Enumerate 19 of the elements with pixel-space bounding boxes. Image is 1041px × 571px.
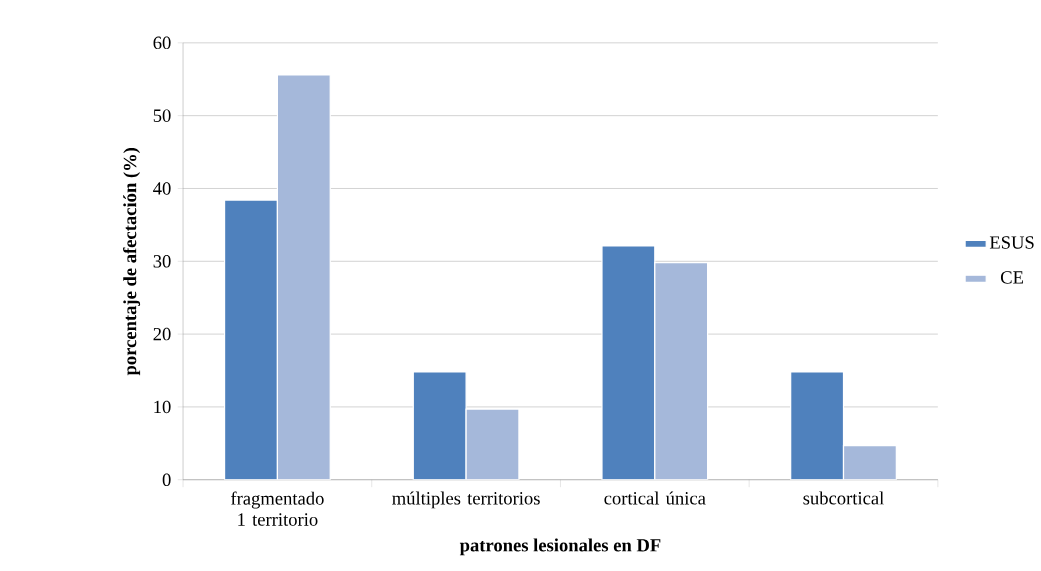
x-tick-label: fragmentado 1 territorio <box>230 491 324 526</box>
y-tick-label: 60 <box>153 36 171 50</box>
bar <box>842 445 897 480</box>
bar <box>654 262 709 480</box>
bar <box>465 408 520 480</box>
x-axis-title: patrones lesionales en DF <box>459 538 661 556</box>
y-tick-label: 20 <box>153 327 171 341</box>
legend-label: ESUS <box>989 236 1034 249</box>
x-tick-label: subcortical <box>803 491 884 505</box>
bar <box>276 74 331 480</box>
x-tick-label: múltiples territorios <box>392 491 540 509</box>
y-tick-label: 50 <box>153 109 171 123</box>
y-axis-title: porcentaje de afectación (%) <box>123 148 141 376</box>
y-tick-label: 0 <box>162 473 171 487</box>
y-tick-label: 30 <box>153 255 171 268</box>
x-tick-label: cortical única <box>604 491 706 505</box>
legend-label: CE <box>1000 271 1024 284</box>
y-tick-label: 10 <box>154 400 171 414</box>
y-tick-label: 40 <box>153 182 171 195</box>
